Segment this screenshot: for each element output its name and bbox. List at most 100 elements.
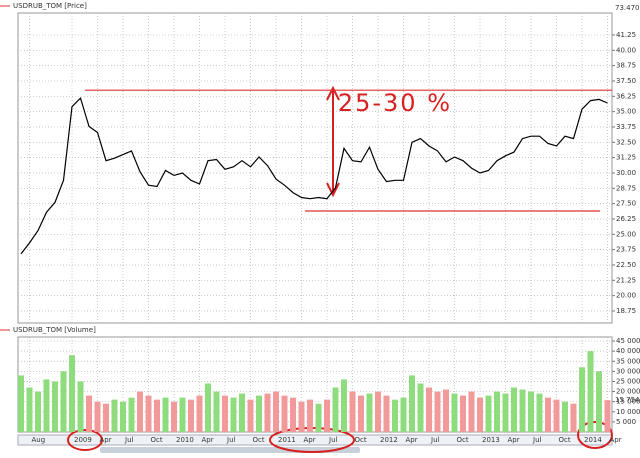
y-tick-label: 40 000 [616, 347, 640, 355]
volume-bar [94, 401, 101, 432]
x-tick-label: 2012 [380, 436, 398, 444]
y-tick-label: 30.00 [616, 169, 636, 177]
volume-bar [77, 381, 84, 432]
x-tick-label: Jul [226, 436, 236, 444]
volume-bar [443, 389, 449, 432]
volume-bar [120, 401, 126, 432]
y-tick-label: 26.25 [616, 215, 636, 223]
volume-bar [400, 397, 407, 432]
y-tick-label: 20 000 [616, 388, 640, 396]
volume-bar [451, 393, 458, 432]
y-tick-label: 31.25 [616, 154, 636, 162]
x-tick-label: Aug [32, 436, 46, 444]
volume-bar [417, 383, 424, 432]
volume-bar [315, 403, 322, 432]
volume-bar [536, 393, 543, 432]
volume-bar [392, 399, 398, 432]
volume-bar [128, 397, 135, 432]
x-tick-label: 2014 [584, 436, 602, 444]
y-tick-label: 25.00 [616, 230, 636, 238]
volume-bar [341, 379, 347, 432]
volume-bar [383, 395, 390, 432]
volume-bar [273, 391, 279, 432]
volume-bar [298, 401, 305, 432]
annotation: 25-30 % [338, 89, 452, 117]
volume-bar [179, 397, 186, 432]
y-tick-label: 27.50 [616, 200, 636, 208]
volume-bar [18, 375, 24, 432]
x-tick-label: Oct [457, 436, 469, 444]
volume-bar [239, 393, 245, 432]
volume-bar [519, 389, 526, 432]
volume-bar [477, 397, 483, 432]
y-tick-label: 20.00 [616, 292, 636, 300]
volume-bar [213, 391, 220, 432]
volume-bar [324, 399, 330, 432]
volume-bar [332, 387, 339, 432]
y-tick-label: 33.75 [616, 123, 636, 131]
volume-bar [86, 395, 92, 432]
x-tick-label: Jul [430, 436, 440, 444]
volume-bar [230, 397, 237, 432]
y-tick-label: 40.00 [616, 46, 636, 54]
y-tick-label: 37.50 [616, 77, 636, 85]
volume-bar [222, 395, 228, 432]
price-line [20, 96, 608, 255]
volume-bar [434, 391, 441, 432]
volume-bar [35, 391, 41, 432]
x-tick-label: Apr [202, 436, 214, 444]
y-tick-label: 41.25 [616, 31, 636, 39]
x-tick-label: Apr [100, 436, 112, 444]
volume-bar [528, 391, 534, 432]
volume-bar [281, 395, 288, 432]
volume-bar [511, 387, 517, 432]
volume-bar [256, 395, 262, 432]
volume-last-label: 15 754.5 [615, 396, 640, 404]
x-tick-label: 2013 [482, 436, 500, 444]
y-tick-label: 5 000 [616, 418, 636, 426]
volume-bar [502, 393, 509, 432]
volume-bar [545, 397, 551, 432]
x-axis-strip [17, 434, 613, 446]
volume-bar [154, 399, 160, 432]
volume-bar [188, 399, 194, 432]
x-tick-label: Oct [151, 436, 163, 444]
y-tick-label: 35 000 [616, 357, 640, 365]
x-tick-label: Jul [124, 436, 134, 444]
volume-bar [111, 399, 118, 432]
volume-bar [26, 387, 33, 432]
volume-title: USDRUB_TOM [Volume] [13, 326, 96, 334]
volume-bar [375, 391, 381, 432]
volume-bar [349, 391, 356, 432]
y-tick-label: 10 000 [616, 408, 640, 416]
volume-bar [460, 395, 466, 432]
price-last-label: 73.4700 [615, 4, 640, 12]
x-tick-label: Oct [355, 436, 367, 444]
volume-bar [494, 391, 500, 432]
volume-bar [137, 391, 143, 432]
y-tick-label: 23.75 [616, 246, 636, 254]
x-tick-label: 2011 [278, 436, 296, 444]
volume-bar [290, 397, 296, 432]
volume-bar [60, 371, 67, 432]
volume-bar [570, 403, 577, 432]
volume-bar [426, 387, 432, 432]
y-tick-label: 36.25 [616, 92, 636, 100]
y-tick-label: 28.75 [616, 184, 636, 192]
y-tick-label: 18.75 [616, 307, 636, 315]
price-title: USDRUB_TOM [Price] [13, 2, 87, 10]
volume-bar [358, 395, 364, 432]
x-tick-label: Jul [328, 436, 338, 444]
volume-bar [162, 397, 169, 432]
y-tick-label: 30 000 [616, 367, 640, 375]
volume-bar [171, 401, 177, 432]
y-tick-label: 38.75 [616, 62, 636, 70]
y-tick-label: 25 000 [616, 377, 640, 385]
y-tick-label: 32.50 [616, 138, 636, 146]
volume-bar [43, 379, 50, 432]
x-tick-label: Apr [610, 436, 622, 444]
volume-bar [247, 399, 254, 432]
volume-bar [205, 383, 211, 432]
